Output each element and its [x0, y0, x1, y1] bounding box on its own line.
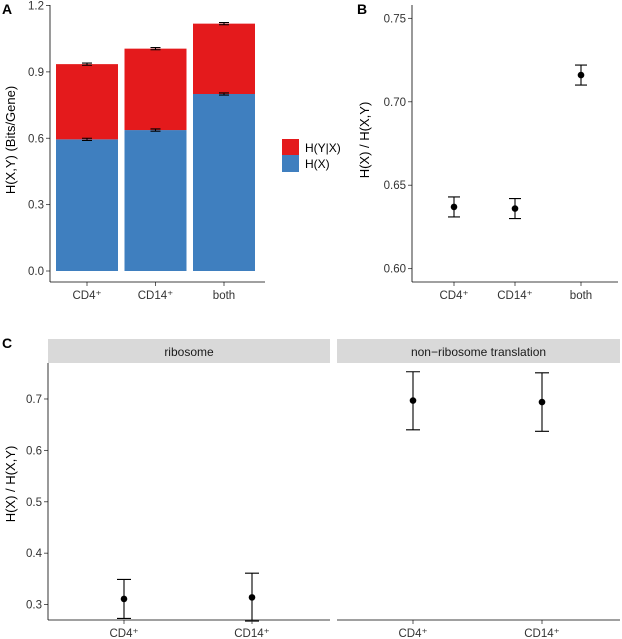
- panel-a-y-ticks: 0.0 0.3 0.6 0.9 1.2: [28, 1, 50, 278]
- error-bar-total-cd4: [82, 62, 92, 66]
- panel-b-y-ticks: 0.60 0.65 0.70 0.75: [384, 13, 412, 276]
- panel-b-x-tick-label: both: [570, 290, 592, 302]
- facet-strip-ribosome-label: ribosome: [164, 345, 214, 359]
- panel-b-y-tick-label: 0.75: [384, 13, 406, 25]
- panel-a-error-bars: [82, 21, 229, 142]
- panel-b-y-tick-label: 0.70: [384, 97, 406, 109]
- error-bar-hx-cd14: [150, 128, 161, 132]
- point-cd4: [450, 203, 458, 211]
- panel-b-y-tick-label: 0.60: [384, 264, 406, 276]
- error-bar-hx-both: [219, 92, 229, 96]
- panel-b-label: B: [357, 1, 367, 17]
- panel-c-label: C: [2, 335, 12, 351]
- panel-c-x-tick-label: CD4⁺: [109, 628, 138, 639]
- error-bar-total-both: [219, 21, 229, 26]
- panel-c-y-tick-label: 0.6: [26, 445, 42, 457]
- panel-a-label: A: [2, 1, 12, 17]
- legend-swatch-hyx: [282, 139, 299, 156]
- facet-strip-ribosome: ribosome: [48, 339, 330, 363]
- panel-c-x-tick-label: CD4⁺: [398, 628, 427, 639]
- panel-c-y-tick-label: 0.4: [26, 548, 43, 560]
- panel-b-points: [448, 64, 587, 220]
- panel-a-y-tick-label: 0.6: [28, 133, 44, 145]
- bar-hx-cd4: [56, 139, 118, 271]
- bar-hyx-cd4: [56, 64, 118, 140]
- error-bar-hx-cd4: [82, 137, 92, 142]
- panel-b-x-tick-label: CD4⁺: [439, 290, 468, 302]
- bar-hx-cd14: [124, 130, 187, 271]
- facet-strip-ribosome-background: [48, 339, 330, 363]
- panel-c-x-ticks: CD4⁺ CD14⁺ CD4⁺ CD14⁺: [109, 620, 560, 639]
- panel-a-y-tick-label: 0.0: [28, 266, 44, 278]
- panel-a-y-axis-title: H(X,Y) (Bits/Gene): [3, 86, 18, 194]
- panel-a-x-tick-label: both: [213, 290, 235, 302]
- legend-label-hyx: H(Y|X): [305, 141, 341, 155]
- panel-c-y-tick-label: 0.7: [26, 394, 42, 406]
- panel-c: C H(X) / H(X,Y) ribosome non−ribosome tr…: [2, 335, 620, 639]
- panel-a: A H(X,Y) (Bits/Gene) 0.0 0.3 0.6 0.9 1.2 CD4…: [2, 1, 341, 303]
- panel-b-y-axis-title: H(X) / H(X,Y): [357, 102, 372, 179]
- error-bar-total-cd14: [150, 46, 161, 51]
- panel-a-bars: [56, 23, 255, 271]
- panel-c-points: [117, 371, 549, 622]
- panel-a-y-tick-label: 1.2: [28, 1, 44, 13]
- panel-c-y-tick-label: 0.5: [26, 497, 42, 509]
- point-ribosome-cd4: [120, 595, 128, 603]
- point-non-ribosome-translation-cd14: [538, 398, 546, 406]
- panel-c-x-tick-label: CD14⁺: [524, 628, 559, 639]
- facet-strip-non-ribosome-label: non−ribosome translation: [411, 345, 546, 359]
- panel-b-y-tick-label: 0.65: [384, 180, 406, 192]
- panel-b-x-tick-label: CD14⁺: [497, 290, 532, 302]
- panel-a-legend: H(Y|X) H(X): [282, 139, 341, 172]
- panel-b-x-ticks: CD4⁺ CD14⁺ both: [439, 282, 592, 302]
- bar-hx-both: [193, 94, 255, 271]
- panel-c-y-ticks: 0.3 0.4 0.5 0.6 0.7: [26, 394, 48, 612]
- point-ribosome-cd14: [248, 594, 256, 601]
- legend-label-hx: H(X): [305, 157, 330, 171]
- facet-strip-non-ribosome-background: [337, 339, 620, 363]
- panel-a-y-tick-label: 0.9: [28, 67, 44, 79]
- panel-c-y-tick-label: 0.3: [26, 600, 42, 612]
- panel-a-x-tick-label: CD14⁺: [138, 290, 173, 302]
- point-non-ribosome-translation-cd4: [409, 397, 417, 404]
- panel-c-x-tick-label: CD14⁺: [234, 628, 269, 639]
- panel-c-y-axis-title: H(X) / H(X,Y): [3, 446, 18, 523]
- point-both: [577, 71, 585, 79]
- panel-b: B H(X) / H(X,Y) 0.60 0.65 0.70 0.75 CD4⁺ CD1…: [357, 1, 618, 302]
- panel-a-x-ticks: CD4⁺ CD14⁺ both: [72, 282, 235, 302]
- point-cd14: [511, 205, 519, 212]
- legend-swatch-hx: [282, 155, 299, 172]
- facet-strip-non-ribosome: non−ribosome translation: [337, 339, 620, 363]
- panel-a-x-tick-label: CD4⁺: [72, 290, 101, 302]
- panel-a-y-tick-label: 0.3: [28, 200, 44, 212]
- bar-hyx-cd14: [124, 48, 187, 131]
- bar-hyx-both: [193, 23, 255, 94]
